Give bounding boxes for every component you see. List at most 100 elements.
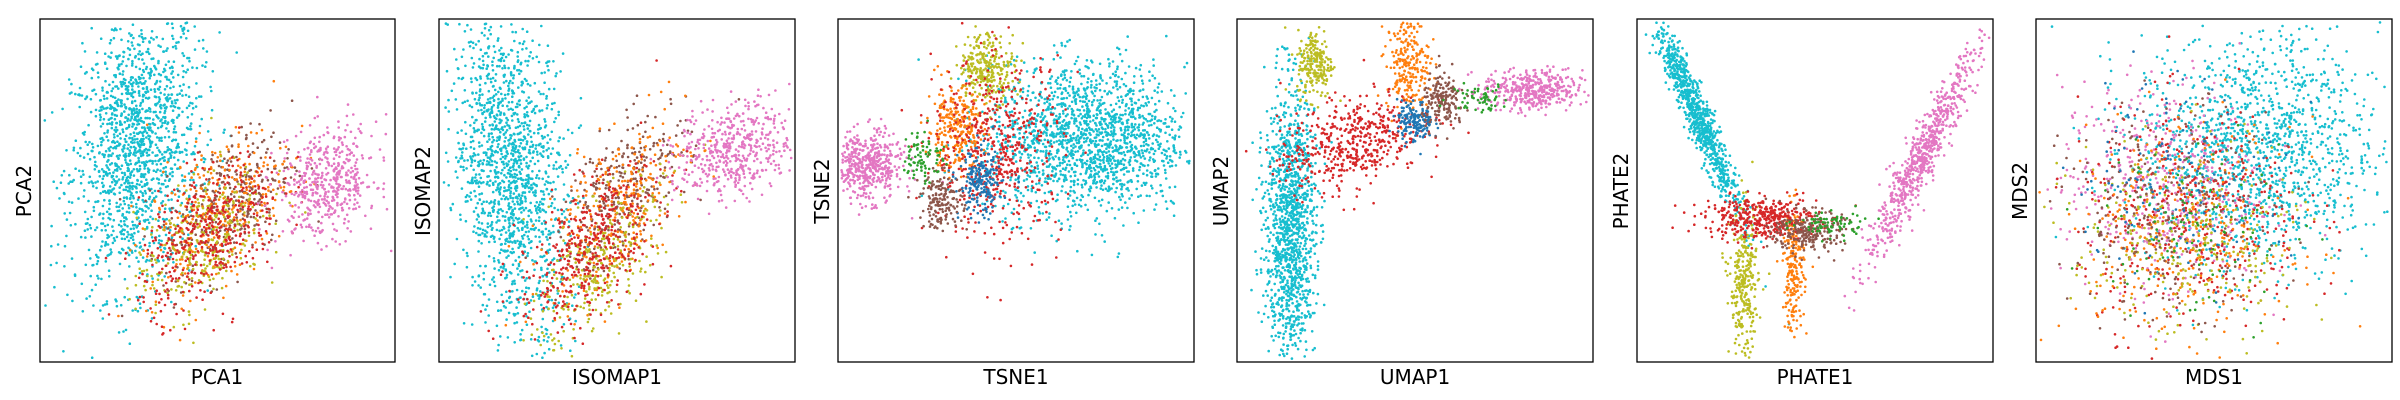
- isomap-point-cyan: [505, 273, 509, 277]
- pca-point-orange: [219, 159, 222, 162]
- pca-point-red: [184, 259, 188, 263]
- isomap-point-brown: [659, 148, 663, 152]
- pca-point-cyan: [141, 40, 145, 43]
- isomap-point-cyan: [472, 127, 476, 130]
- isomap-point-cyan: [498, 181, 502, 185]
- isomap-point-cyan: [517, 158, 521, 162]
- pca-point-orange: [245, 191, 248, 195]
- pca-point-cyan: [149, 144, 152, 148]
- isomap-point-cyan: [545, 107, 549, 110]
- isomap-point-cyan: [487, 46, 490, 49]
- pca-point-olive: [166, 291, 169, 295]
- isomap-point-cyan: [485, 153, 488, 157]
- pca-point-cyan: [187, 95, 191, 98]
- pca-point-cyan: [132, 196, 135, 200]
- pca-point-olive: [144, 288, 147, 292]
- pca-point-red: [235, 241, 238, 244]
- isomap-point-cyan: [503, 186, 506, 189]
- pca-point-cyan: [152, 118, 155, 121]
- pca-point-orange: [260, 204, 264, 207]
- isomap-point-cyan: [521, 90, 524, 93]
- pca-point-pink: [314, 172, 317, 176]
- isomap-point-cyan: [496, 210, 500, 214]
- pca-point-pink: [378, 148, 382, 151]
- pca-point-orange: [215, 272, 218, 276]
- pca-point-cyan: [109, 145, 112, 149]
- isomap-point-cyan: [538, 207, 542, 210]
- pca-point-pink: [318, 230, 322, 233]
- pca-point-red: [234, 185, 237, 189]
- pca-scatter-points: [43, 21, 393, 360]
- isomap-point-cyan: [513, 314, 516, 317]
- pca-point-red: [231, 317, 235, 321]
- pca-point-cyan: [117, 331, 121, 334]
- isomap-point-cyan: [535, 352, 539, 356]
- pca-point-cyan: [148, 195, 152, 199]
- pca-point-orange: [189, 188, 192, 191]
- pca-point-cyan: [142, 70, 146, 74]
- pca-point-pink: [343, 135, 347, 139]
- pca-point-brown: [170, 206, 174, 210]
- pca-point-orange: [178, 211, 182, 215]
- pca-point-cyan: [79, 181, 83, 185]
- isomap-point-cyan: [559, 70, 562, 73]
- isomap-point-cyan: [504, 242, 507, 245]
- isomap-point-cyan: [492, 94, 496, 98]
- pca-point-cyan: [124, 154, 128, 158]
- isomap-point-cyan: [475, 78, 479, 82]
- pca-point-red: [212, 232, 215, 235]
- pca-point-cyan: [121, 148, 124, 151]
- isomap-point-cyan: [534, 194, 537, 198]
- isomap-point-cyan: [479, 286, 483, 289]
- pca-point-cyan: [107, 235, 111, 238]
- pca-point-pink: [281, 190, 284, 194]
- pca-point-cyan: [121, 128, 124, 131]
- pca-point-orange: [284, 145, 288, 149]
- pca-point-cyan: [124, 188, 128, 192]
- pca-point-pink: [341, 208, 345, 212]
- pca-point-brown: [234, 252, 238, 255]
- isomap-point-cyan: [547, 336, 550, 339]
- isomap-point-cyan: [498, 188, 502, 191]
- isomap-point-cyan: [466, 159, 470, 162]
- isomap-point-cyan: [473, 189, 476, 193]
- pca-point-cyan: [101, 185, 105, 189]
- pca-point-pink: [382, 195, 386, 199]
- pca-point-cyan: [191, 66, 194, 69]
- pca-point-red: [215, 205, 219, 208]
- isomap-point-cyan: [482, 158, 486, 162]
- pca-point-cyan: [115, 235, 119, 239]
- isomap-point-cyan: [537, 123, 541, 127]
- pca-point-cyan: [131, 187, 134, 191]
- pca-point-cyan: [88, 157, 92, 161]
- pca-point-cyan: [152, 38, 155, 41]
- isomap-point-cyan: [473, 225, 476, 228]
- pca-point-pink: [298, 155, 302, 159]
- isomap-point-cyan: [540, 303, 543, 307]
- pca-point-red: [173, 269, 176, 273]
- pca-point-pink: [256, 202, 260, 205]
- pca-point-cyan: [163, 207, 167, 210]
- pca-point-red: [218, 262, 221, 265]
- pca-point-pink: [317, 210, 320, 214]
- pca-point-cyan: [90, 76, 94, 80]
- pca-point-red: [221, 250, 225, 253]
- pca-point-cyan: [151, 151, 154, 154]
- pca-point-red: [240, 189, 244, 192]
- pca-point-cyan: [141, 95, 145, 98]
- isomap-point-cyan: [518, 170, 521, 174]
- pca-point-cyan: [93, 155, 96, 159]
- pca-point-cyan: [135, 182, 139, 186]
- pca-point-cyan: [160, 239, 163, 243]
- pca-point-cyan: [72, 146, 76, 150]
- pca-point-cyan: [180, 150, 184, 154]
- isomap-point-cyan: [515, 189, 518, 192]
- isomap-point-cyan: [469, 198, 473, 201]
- pca-point-cyan: [50, 244, 53, 248]
- pca-point-olive: [201, 250, 204, 253]
- pca-point-pink: [311, 173, 314, 176]
- pca-point-cyan: [166, 22, 170, 25]
- pca-point-red: [174, 252, 178, 255]
- isomap-point-cyan: [469, 164, 473, 167]
- isomap-scatter-points: [442, 22, 793, 360]
